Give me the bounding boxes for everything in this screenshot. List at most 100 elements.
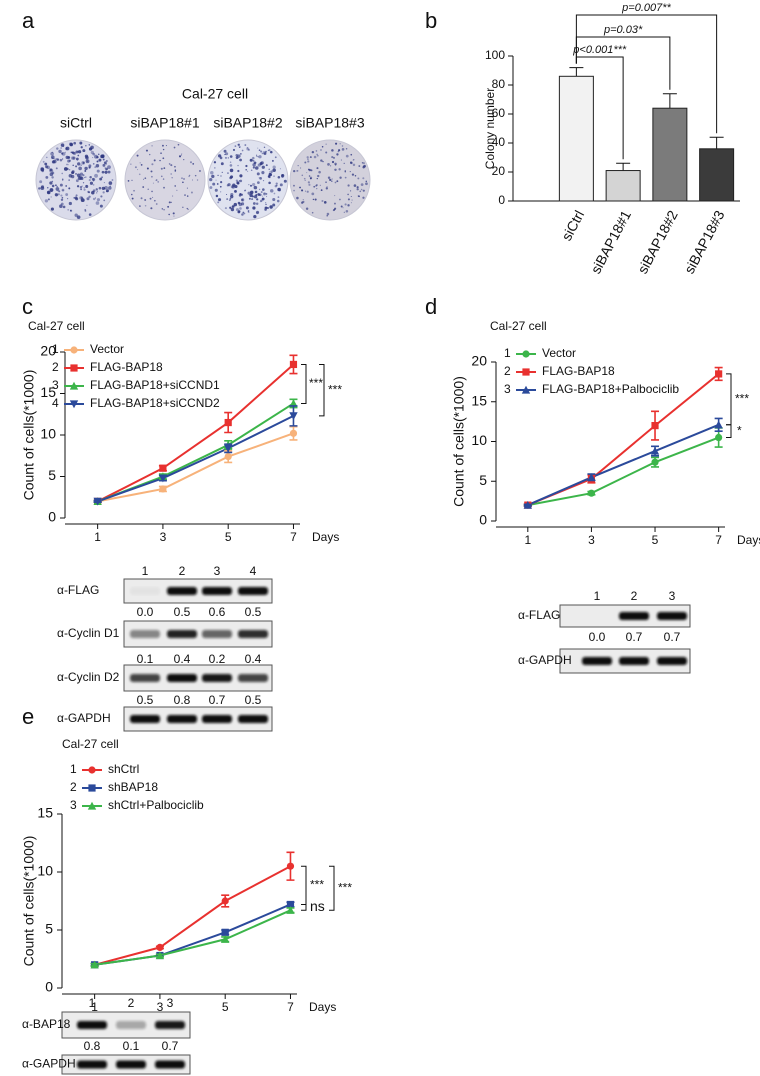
colony-speck	[61, 158, 64, 160]
colony-speck	[248, 197, 251, 200]
colony-speck	[263, 192, 266, 195]
colony-speck	[95, 188, 98, 191]
colony-speck	[227, 172, 229, 174]
colony-speck	[80, 198, 85, 203]
colony-speck	[235, 208, 239, 212]
colony-speck	[326, 212, 330, 216]
colony-speck	[334, 162, 337, 166]
colony-speck	[134, 166, 137, 169]
colony-speck	[168, 201, 171, 204]
antibody-label: α-Cyclin D1	[57, 626, 120, 640]
colony-speck	[335, 142, 338, 145]
colony-speck	[272, 165, 276, 169]
colony-speck	[97, 153, 100, 156]
antibody-label: α-GAPDH	[518, 653, 572, 667]
band	[202, 630, 232, 638]
legend-label: shBAP18	[108, 780, 158, 794]
colony-speck	[108, 186, 112, 190]
colony-speck	[345, 210, 349, 213]
colony-speck	[342, 207, 344, 209]
colony-speck	[82, 149, 86, 153]
colony-speck	[49, 181, 53, 185]
colony-speck	[61, 178, 64, 181]
colony-speck	[257, 193, 261, 196]
colony-speck	[311, 150, 315, 154]
colony-speck	[162, 178, 165, 180]
error-bar	[662, 93, 677, 109]
dish-label: siCtrl	[60, 115, 92, 131]
marker	[69, 381, 79, 390]
colony-speck	[327, 163, 330, 166]
lane-number: 1	[89, 996, 96, 1010]
colony-speck	[307, 158, 309, 160]
marker	[221, 928, 229, 936]
colony-speck	[59, 158, 63, 162]
colony-speck	[307, 181, 310, 184]
colony-speck	[344, 203, 347, 206]
lane-number: 3	[669, 589, 676, 603]
colony-speck	[325, 151, 328, 154]
significance-bracket	[329, 865, 335, 911]
colony-speck	[237, 169, 240, 173]
colony-speck	[279, 168, 281, 170]
colony-speck	[334, 168, 337, 172]
colony-speck	[92, 197, 96, 201]
y-tick-label: 60	[492, 106, 506, 120]
colony-speck	[102, 163, 106, 167]
colony-speck	[360, 183, 364, 186]
colony-speck	[316, 188, 318, 190]
colony-speck	[258, 177, 260, 179]
colony-speck	[281, 174, 284, 176]
colony-speck	[88, 191, 91, 194]
colony-speck	[46, 165, 50, 170]
colony-speck	[75, 172, 77, 175]
significance-bracket	[726, 424, 732, 439]
colony-speck	[92, 152, 96, 156]
colony-speck	[320, 159, 323, 162]
colony-speck	[99, 204, 103, 208]
colony-speck	[269, 205, 273, 209]
colony-speck	[80, 196, 84, 199]
colony-speck	[331, 180, 333, 182]
colony-speck	[253, 195, 258, 199]
colony-speck	[101, 176, 103, 179]
colony-speck	[347, 184, 350, 187]
colony-speck	[47, 198, 50, 201]
colony-speck	[107, 170, 111, 174]
colony-speck	[250, 169, 253, 172]
colony-speck	[67, 209, 69, 211]
colony-speck	[131, 179, 133, 181]
colony-speck	[261, 152, 263, 155]
marker	[69, 400, 79, 409]
colony-speck	[157, 180, 160, 183]
colony-speck	[160, 152, 162, 155]
marker	[289, 412, 298, 421]
colony-speck	[331, 178, 333, 180]
colony-speck	[68, 179, 70, 181]
colony-speck	[336, 180, 339, 183]
colony-speck	[343, 211, 345, 213]
y-tick-label: 5	[45, 921, 53, 937]
panel-letter: a	[22, 8, 35, 33]
colony-speck	[274, 184, 278, 188]
colony-speck	[67, 156, 71, 159]
x-tick-label: siBAP18#1	[587, 207, 634, 276]
x-tick-label: 3	[588, 533, 595, 547]
colony-speck	[73, 141, 77, 145]
significance-bracket	[319, 363, 325, 417]
error-bar	[709, 136, 724, 149]
colony-speck	[281, 176, 283, 178]
colony-speck	[362, 177, 365, 180]
colony-speck	[343, 162, 345, 165]
legend-label: FLAG-BAP18+Palbociclib	[542, 382, 679, 396]
colony-speck	[177, 143, 180, 146]
legend-label: FLAG-BAP18+siCCND1	[90, 378, 220, 392]
colony-speck	[64, 151, 66, 153]
colony-speck	[249, 190, 254, 195]
colony-speck	[137, 169, 139, 171]
colony-speck	[353, 159, 355, 161]
colony-speck	[334, 195, 336, 197]
marker	[286, 862, 295, 870]
colony-speck	[102, 191, 105, 194]
colony-speck	[235, 179, 239, 182]
